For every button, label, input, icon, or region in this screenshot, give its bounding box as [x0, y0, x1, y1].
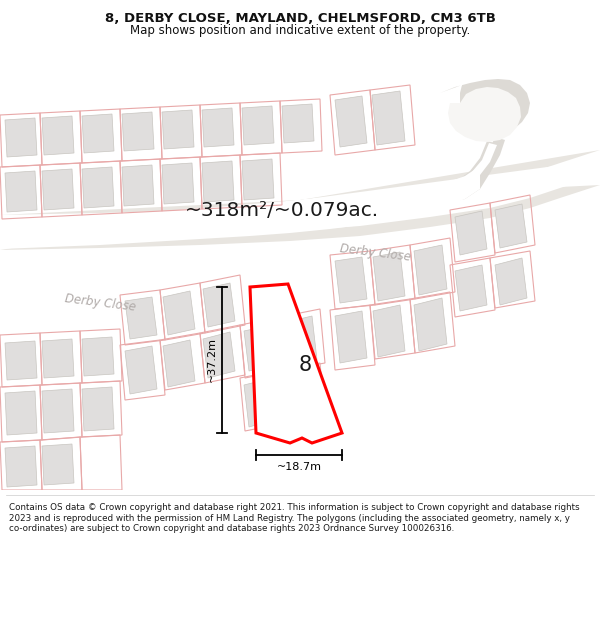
- Text: 8: 8: [298, 355, 311, 375]
- Polygon shape: [82, 337, 114, 376]
- Polygon shape: [495, 204, 527, 248]
- Polygon shape: [125, 297, 157, 339]
- Polygon shape: [42, 444, 74, 485]
- Polygon shape: [430, 137, 505, 205]
- Polygon shape: [283, 369, 317, 421]
- Polygon shape: [414, 245, 447, 295]
- Text: ~18.7m: ~18.7m: [277, 462, 322, 472]
- Polygon shape: [125, 346, 157, 394]
- Polygon shape: [455, 211, 487, 255]
- Polygon shape: [448, 87, 521, 142]
- Polygon shape: [203, 283, 235, 327]
- Text: 8, DERBY CLOSE, MAYLAND, CHELMSFORD, CM3 6TB: 8, DERBY CLOSE, MAYLAND, CHELMSFORD, CM3…: [104, 12, 496, 25]
- Polygon shape: [5, 446, 37, 487]
- Polygon shape: [162, 163, 194, 204]
- Polygon shape: [163, 291, 195, 335]
- Polygon shape: [122, 165, 154, 206]
- Polygon shape: [5, 341, 37, 380]
- Polygon shape: [282, 104, 314, 143]
- Polygon shape: [432, 141, 495, 195]
- Polygon shape: [242, 106, 274, 145]
- Polygon shape: [373, 305, 405, 357]
- Polygon shape: [373, 252, 405, 301]
- Polygon shape: [372, 91, 405, 145]
- Polygon shape: [0, 170, 480, 245]
- Polygon shape: [335, 311, 367, 363]
- Polygon shape: [163, 340, 195, 387]
- Polygon shape: [0, 160, 600, 240]
- Text: Map shows position and indicative extent of the property.: Map shows position and indicative extent…: [130, 24, 470, 38]
- Polygon shape: [5, 118, 37, 157]
- Polygon shape: [42, 389, 74, 433]
- Text: Contains OS data © Crown copyright and database right 2021. This information is : Contains OS data © Crown copyright and d…: [9, 504, 580, 533]
- Polygon shape: [244, 325, 277, 371]
- Polygon shape: [0, 166, 480, 249]
- Text: ~37.2m: ~37.2m: [207, 338, 217, 382]
- Text: ~318m²/~0.079ac.: ~318m²/~0.079ac.: [185, 201, 379, 219]
- Text: Derby Close: Derby Close: [64, 292, 136, 314]
- Polygon shape: [202, 161, 234, 202]
- Polygon shape: [440, 79, 530, 135]
- Polygon shape: [42, 339, 74, 378]
- Polygon shape: [242, 159, 274, 200]
- Text: Derby Close: Derby Close: [339, 242, 411, 264]
- Polygon shape: [414, 298, 447, 351]
- Polygon shape: [5, 391, 37, 435]
- Polygon shape: [162, 110, 194, 149]
- Polygon shape: [202, 108, 234, 147]
- Polygon shape: [203, 332, 235, 378]
- Polygon shape: [455, 265, 487, 311]
- Polygon shape: [122, 112, 154, 151]
- Polygon shape: [283, 316, 317, 366]
- Polygon shape: [42, 169, 74, 210]
- Polygon shape: [495, 258, 527, 305]
- Polygon shape: [335, 96, 367, 147]
- Polygon shape: [82, 114, 114, 153]
- Polygon shape: [0, 261, 210, 325]
- Polygon shape: [0, 150, 600, 250]
- Polygon shape: [5, 171, 37, 212]
- Polygon shape: [250, 284, 342, 443]
- Polygon shape: [0, 265, 210, 320]
- Polygon shape: [82, 167, 114, 208]
- Polygon shape: [82, 387, 114, 431]
- Polygon shape: [335, 257, 367, 303]
- Polygon shape: [42, 116, 74, 155]
- Polygon shape: [440, 143, 497, 198]
- Polygon shape: [244, 378, 277, 427]
